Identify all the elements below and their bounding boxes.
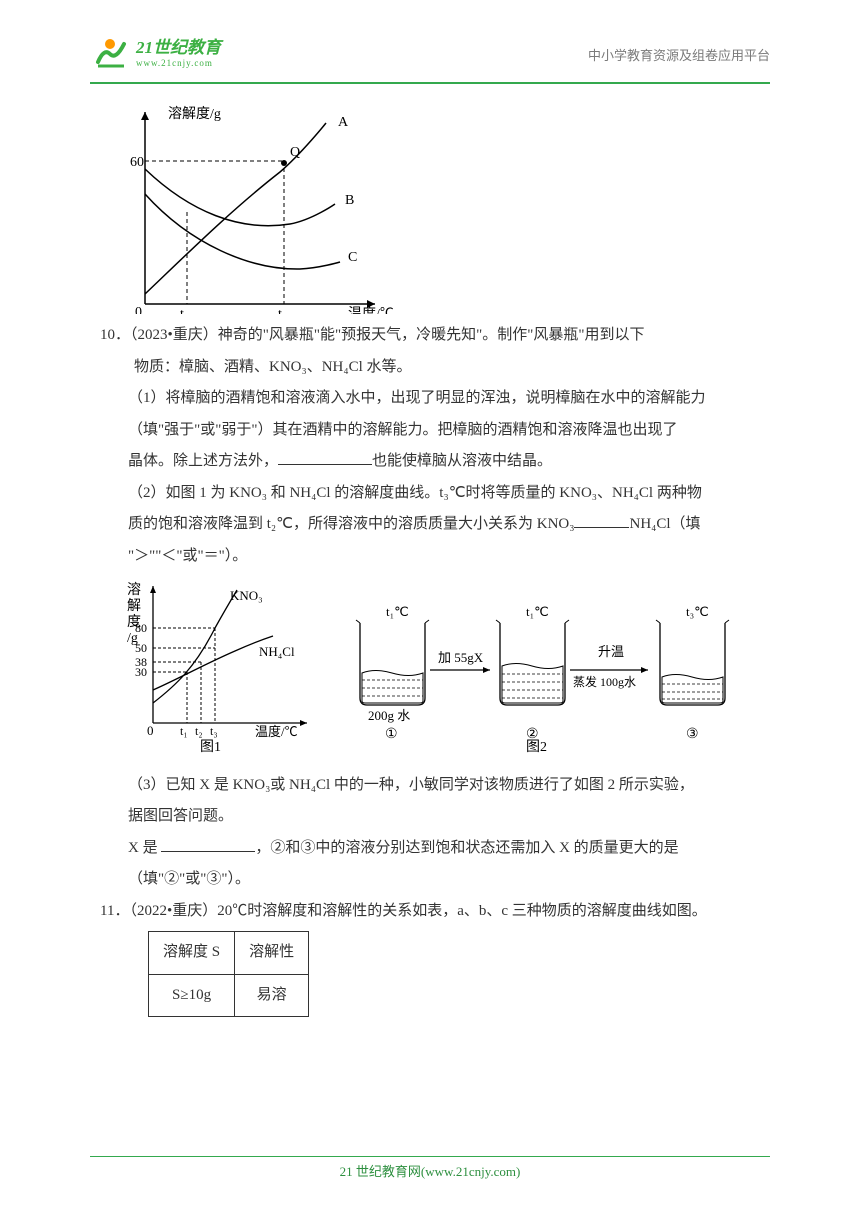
svg-text:t₁: t₁ [180, 307, 189, 314]
header-divider [90, 82, 770, 84]
blank-1[interactable] [278, 449, 372, 465]
svg-text:0: 0 [147, 723, 154, 738]
table-row: S≥10g 易溶 [149, 974, 309, 1017]
figure-row: 溶 解 度 /g 0 80 50 38 30 t₁ [125, 578, 760, 766]
header-platform-text: 中小学教育资源及组卷应用平台 [588, 45, 770, 64]
svg-text:t₁℃: t₁℃ [386, 604, 409, 619]
table-cell-c2: 易溶 [235, 974, 309, 1017]
svg-text:A: A [338, 115, 349, 130]
svg-text:t₂: t₂ [278, 307, 287, 314]
q10-p1c-prefix: 晶体。除上述方法外， [128, 453, 278, 469]
solubility-table: 溶解度 S 溶解性 S≥10g 易溶 [148, 931, 309, 1017]
solubility-chart-abc: 溶解度/g 温度/℃ 0 60 t₁ t₂ A B C Q [130, 104, 430, 314]
svg-text:解: 解 [127, 598, 141, 614]
svg-text:C: C [348, 250, 357, 265]
logo: 21世纪教育 www.21cnjy.com [90, 30, 221, 70]
q10-p3c-prefix: X 是 [128, 840, 161, 856]
q10-p3c: X 是 ，②和③中的溶液分别达到饱和状态还需加入 X 的质量更大的是 [100, 833, 760, 865]
svg-text:Q: Q [290, 145, 300, 160]
q10-p2b-suffix: NH₄Cl（填 [629, 516, 700, 532]
footer-text: 21 世纪教育网(www.21cnjy.com) [0, 1161, 860, 1180]
svg-text:溶解度/g: 溶解度/g [168, 106, 221, 122]
svg-text:B: B [345, 193, 354, 208]
svg-text:蒸发 100g水: 蒸发 100g水 [573, 674, 636, 689]
svg-text:60: 60 [130, 155, 144, 170]
svg-text:图2: 图2 [526, 740, 547, 753]
logo-sub-text: www.21cnjy.com [136, 58, 221, 68]
footer-prefix: 21 世纪教育网 [340, 1164, 421, 1179]
svg-text:图1: 图1 [200, 740, 221, 753]
q10-p3c-suffix: ，②和③中的溶液分别达到饱和状态还需加入 X 的质量更大的是 [255, 840, 678, 856]
q10-p1c: 晶体。除上述方法外， 也能使樟脑从溶液中结晶。 [100, 446, 760, 478]
svg-text:加 55gX: 加 55gX [438, 650, 484, 665]
svg-text:t₁: t₁ [180, 724, 188, 738]
footer-divider [90, 1156, 770, 1157]
svg-text:t₃℃: t₃℃ [686, 604, 709, 619]
q10-p1a: （1）将樟脑的酒精饱和溶液滴入水中，出现了明显的浑浊，说明樟脑在水中的溶解能力 [100, 383, 760, 415]
logo-icon [90, 30, 130, 70]
q10-p2b: 质的饱和溶液降温到 t₂℃，所得溶液中的溶质质量大小关系为 KNO₃ NH₄Cl（… [100, 509, 760, 541]
q10-p3a: （3）已知 X 是 KNO₃或 NH₄Cl 中的一种，小敏同学对该物质进行了如图… [100, 770, 760, 802]
svg-text:①: ① [385, 727, 398, 742]
q10-p3d: （填"②"或"③"）。 [100, 864, 760, 896]
table-cell-h2: 溶解性 [235, 932, 309, 975]
q10-p1c-suffix: 也能使樟脑从溶液中结晶。 [372, 453, 552, 469]
table-cell-h1: 溶解度 S [149, 932, 235, 975]
blank-2[interactable] [574, 512, 629, 528]
q10-p2c: "＞""＜"或"＝"）。 [100, 541, 760, 573]
svg-text:0: 0 [135, 305, 142, 314]
page-footer: 21 世纪教育网(www.21cnjy.com) [0, 1156, 860, 1180]
table-cell-c1: S≥10g [149, 974, 235, 1017]
svg-text:t₁℃: t₁℃ [526, 604, 549, 619]
q10-p1b: （填"强于"或"弱于"）其在酒精中的溶解能力。把樟脑的酒精饱和溶液降温也出现了 [100, 415, 760, 447]
svg-text:升温: 升温 [598, 644, 624, 659]
svg-text:③: ③ [686, 727, 699, 742]
page-header: 21世纪教育 www.21cnjy.com 中小学教育资源及组卷应用平台 [0, 0, 860, 82]
svg-text:溶: 溶 [127, 582, 141, 598]
q10-p3b: 据图回答问题。 [100, 801, 760, 833]
svg-text:KNO₃: KNO₃ [230, 588, 263, 603]
logo-main-text: 21世纪教育 [136, 33, 221, 58]
figure-2: t₁℃ 200g 水 ① 加 55gX t₁℃ [330, 578, 760, 753]
blank-3[interactable] [161, 836, 255, 852]
svg-text:50: 50 [135, 641, 147, 655]
svg-text:200g 水: 200g 水 [368, 708, 410, 723]
q10-line1: 10．（2023•重庆）神奇的"风暴瓶"能"预报天气，冷暖先知"。制作"风暴瓶"… [100, 320, 760, 352]
q11-line: 11．（2022•重庆）20℃时溶解度和溶解性的关系如表，a、b、c 三种物质的… [100, 896, 760, 928]
svg-text:30: 30 [135, 665, 147, 679]
svg-text:NH₄Cl: NH₄Cl [259, 644, 295, 659]
svg-text:t₃: t₃ [210, 724, 218, 738]
table-row: 溶解度 S 溶解性 [149, 932, 309, 975]
q10-line2: 物质：樟脑、酒精、KNO₃、NH₄Cl 水等。 [100, 352, 760, 384]
footer-suffix: (www.21cnjy.com) [421, 1164, 520, 1179]
svg-text:80: 80 [135, 621, 147, 635]
svg-text:温度/℃: 温度/℃ [255, 724, 298, 739]
q10-p2a: （2）如图 1 为 KNO₃ 和 NH₄Cl 的溶解度曲线。t₃℃时将等质量的 … [100, 478, 760, 510]
svg-text:温度/℃: 温度/℃ [348, 306, 394, 314]
svg-text:t₂: t₂ [195, 724, 203, 738]
figure-1: 溶 解 度 /g 0 80 50 38 30 t₁ [125, 578, 320, 766]
page-content: 溶解度/g 温度/℃ 0 60 t₁ t₂ A B C Q 10．（2023•重… [0, 104, 860, 1017]
q10-p2b-prefix: 质的饱和溶液降温到 t₂℃，所得溶液中的溶质质量大小关系为 KNO₃ [128, 516, 574, 532]
